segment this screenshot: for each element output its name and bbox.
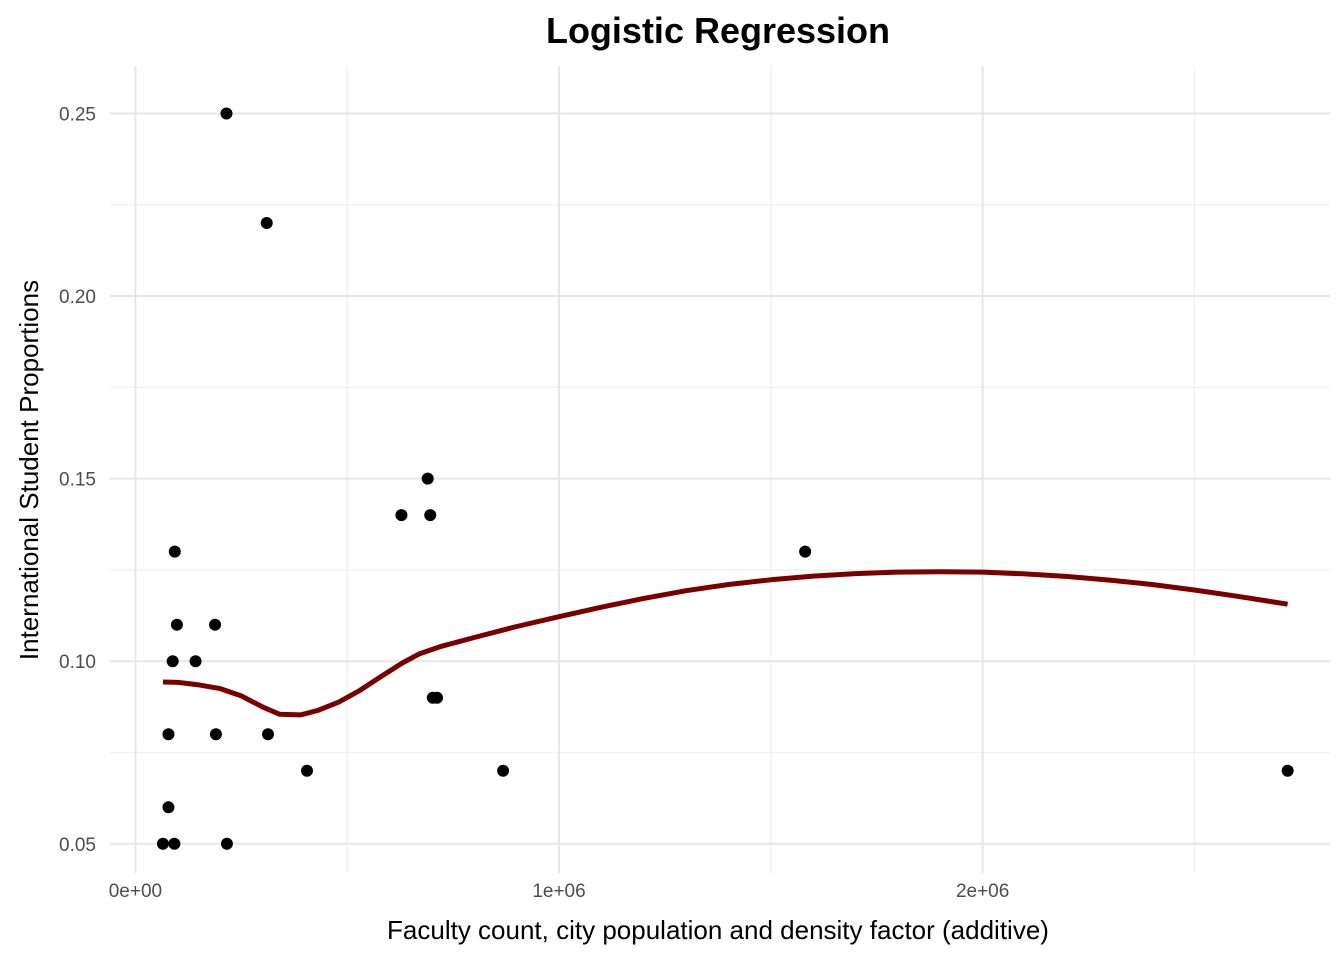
data-point	[1281, 764, 1294, 777]
data-point	[170, 618, 183, 631]
data-point	[300, 764, 313, 777]
data-point	[260, 217, 273, 230]
y-tick-label: 0.05	[59, 835, 96, 856]
data-point	[262, 728, 275, 741]
y-tick-label: 0.25	[59, 104, 96, 125]
data-point	[156, 837, 169, 850]
y-tick-label: 0.20	[59, 287, 96, 308]
y-tick-label: 0.10	[59, 652, 96, 673]
grid	[110, 66, 1330, 873]
scatter-points	[156, 107, 1294, 850]
x-axis-title: Faculty count, city population and densi…	[387, 915, 1049, 945]
regression-curve-layer	[162, 569, 1288, 718]
y-axis-title: International Student Proportions	[14, 280, 44, 660]
data-point	[424, 509, 437, 522]
data-point	[189, 655, 202, 668]
data-point	[209, 728, 222, 741]
data-point	[162, 801, 175, 814]
data-point	[209, 618, 222, 631]
data-point	[220, 837, 233, 850]
data-point	[166, 655, 179, 668]
data-point	[168, 545, 181, 558]
x-tick-label: 0e+00	[109, 881, 162, 902]
data-point	[799, 545, 812, 558]
y-tick-label: 0.15	[59, 470, 96, 491]
data-point	[168, 837, 181, 850]
regression-curve	[162, 569, 1288, 718]
data-point	[497, 764, 510, 777]
data-point	[421, 472, 434, 485]
x-tick-label: 1e+06	[532, 881, 585, 902]
data-point	[395, 509, 408, 522]
x-tick-label: 2e+06	[956, 881, 1009, 902]
data-point	[220, 107, 233, 120]
chart-title: Logistic Regression	[546, 10, 890, 51]
data-point	[431, 691, 444, 704]
tick-labels: 0e+00 1e+06 2e+06 0.05 0.10 0.15 0.20 0.25	[59, 104, 1009, 902]
data-point	[162, 728, 175, 741]
